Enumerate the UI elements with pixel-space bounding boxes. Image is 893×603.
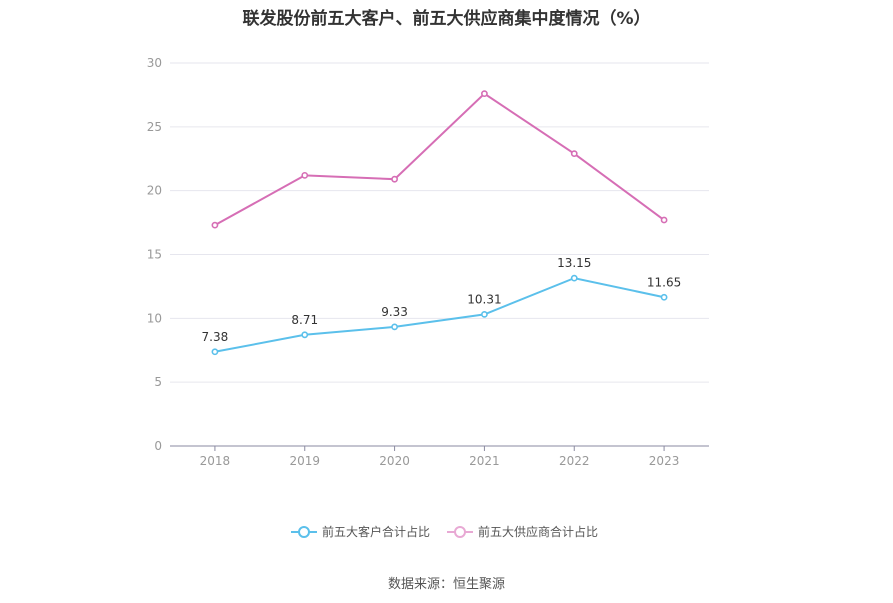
series-line-2 <box>214 92 665 227</box>
x-tick-label: 2018 <box>200 454 231 468</box>
data-label: 11.65 <box>647 275 681 289</box>
data-label: 13.15 <box>557 256 591 270</box>
data-point <box>481 310 488 318</box>
legend-swatch-marker <box>298 526 310 538</box>
data-label: 7.38 <box>202 330 229 344</box>
y-tick-label: 0 <box>154 439 162 453</box>
x-tick-label: 2023 <box>649 454 680 468</box>
data-point <box>391 323 398 331</box>
data-point <box>391 175 398 183</box>
y-tick-label: 15 <box>147 248 162 262</box>
y-tick-label: 5 <box>154 375 162 389</box>
data-point <box>570 150 578 158</box>
data-point <box>211 348 219 356</box>
data-point <box>481 90 488 98</box>
legend-swatch-marker <box>454 526 466 538</box>
series-line-1 <box>214 277 665 353</box>
y-tick-label: 10 <box>147 311 162 325</box>
y-tick-label: 20 <box>147 184 162 198</box>
legend-label: 前五大供应商合计占比 <box>478 524 598 539</box>
y-tick-label: 25 <box>147 120 162 134</box>
y-tick-label: 30 <box>147 56 162 70</box>
data-point <box>301 171 309 179</box>
legend-label: 前五大客户合计占比 <box>322 524 430 539</box>
data-label: 8.71 <box>291 313 318 327</box>
data-point <box>301 331 309 339</box>
data-point <box>660 216 668 224</box>
data-source-note: 数据来源：恒生聚源 <box>387 577 505 592</box>
chart-title: 联发股份前五大客户、前五大供应商集中度情况（%） <box>242 9 651 29</box>
x-tick-label: 2020 <box>379 454 410 468</box>
data-point <box>570 274 578 282</box>
data-point <box>660 293 668 301</box>
data-point <box>211 221 219 229</box>
x-tick-label: 2021 <box>469 454 500 468</box>
x-tick-label: 2022 <box>559 454 590 468</box>
data-label: 9.33 <box>381 305 408 319</box>
x-tick-label: 2019 <box>289 454 320 468</box>
data-label: 10.31 <box>467 292 501 306</box>
